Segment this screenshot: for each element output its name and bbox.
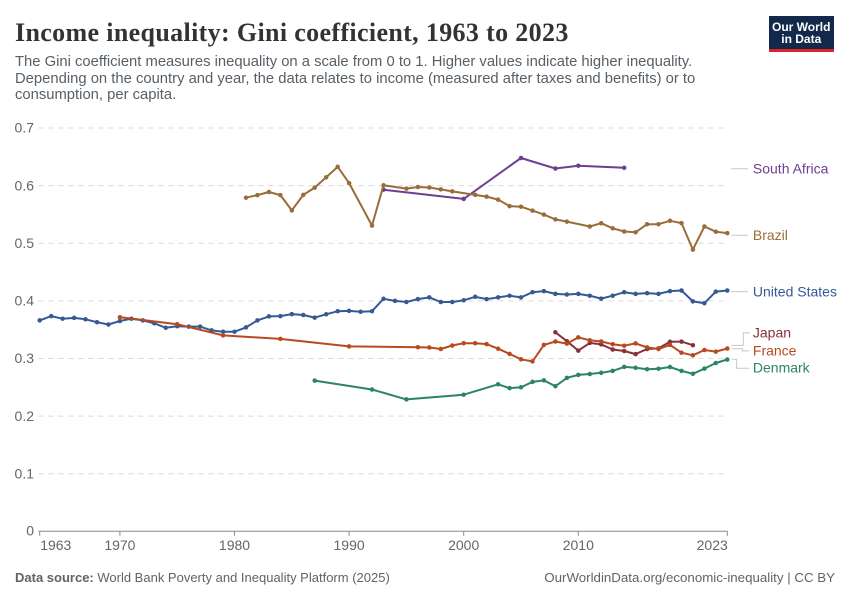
svg-text:0.3: 0.3 — [15, 350, 35, 366]
svg-text:0.6: 0.6 — [15, 177, 35, 193]
svg-text:0.2: 0.2 — [15, 408, 35, 424]
svg-text:2023: 2023 — [697, 537, 728, 553]
svg-text:0.7: 0.7 — [15, 120, 35, 136]
svg-text:1970: 1970 — [104, 537, 135, 553]
svg-text:0: 0 — [26, 523, 34, 539]
svg-text:1990: 1990 — [334, 537, 365, 553]
svg-text:Brazil: Brazil — [753, 227, 788, 243]
svg-text:0.1: 0.1 — [15, 465, 35, 481]
svg-text:0.4: 0.4 — [15, 293, 35, 309]
svg-text:Denmark: Denmark — [753, 360, 811, 376]
svg-text:France: France — [753, 343, 797, 359]
svg-text:0.5: 0.5 — [15, 235, 35, 251]
svg-text:2000: 2000 — [448, 537, 479, 553]
svg-text:1963: 1963 — [40, 537, 71, 553]
svg-text:United States: United States — [753, 283, 837, 299]
svg-text:2010: 2010 — [563, 537, 594, 553]
svg-text:South Africa: South Africa — [753, 161, 829, 177]
svg-text:Japan: Japan — [753, 325, 791, 341]
svg-text:1980: 1980 — [219, 537, 250, 553]
